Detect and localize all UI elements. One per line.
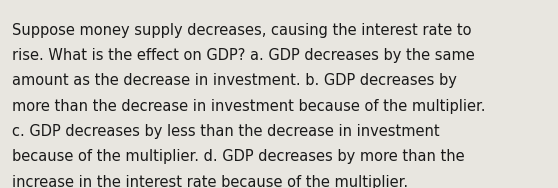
Text: amount as the decrease in investment. b. GDP decreases by: amount as the decrease in investment. b.… <box>12 73 457 88</box>
Text: increase in the interest rate because of the multiplier.: increase in the interest rate because of… <box>12 175 408 188</box>
Text: because of the multiplier. d. GDP decreases by more than the: because of the multiplier. d. GDP decrea… <box>12 149 465 164</box>
Text: c. GDP decreases by less than the decrease in investment: c. GDP decreases by less than the decrea… <box>12 124 440 139</box>
Text: Suppose money supply decreases, causing the interest rate to: Suppose money supply decreases, causing … <box>12 23 472 38</box>
Text: more than the decrease in investment because of the multiplier.: more than the decrease in investment bec… <box>12 99 486 114</box>
Text: rise. What is the effect on GDP? a. GDP decreases by the same: rise. What is the effect on GDP? a. GDP … <box>12 48 475 63</box>
